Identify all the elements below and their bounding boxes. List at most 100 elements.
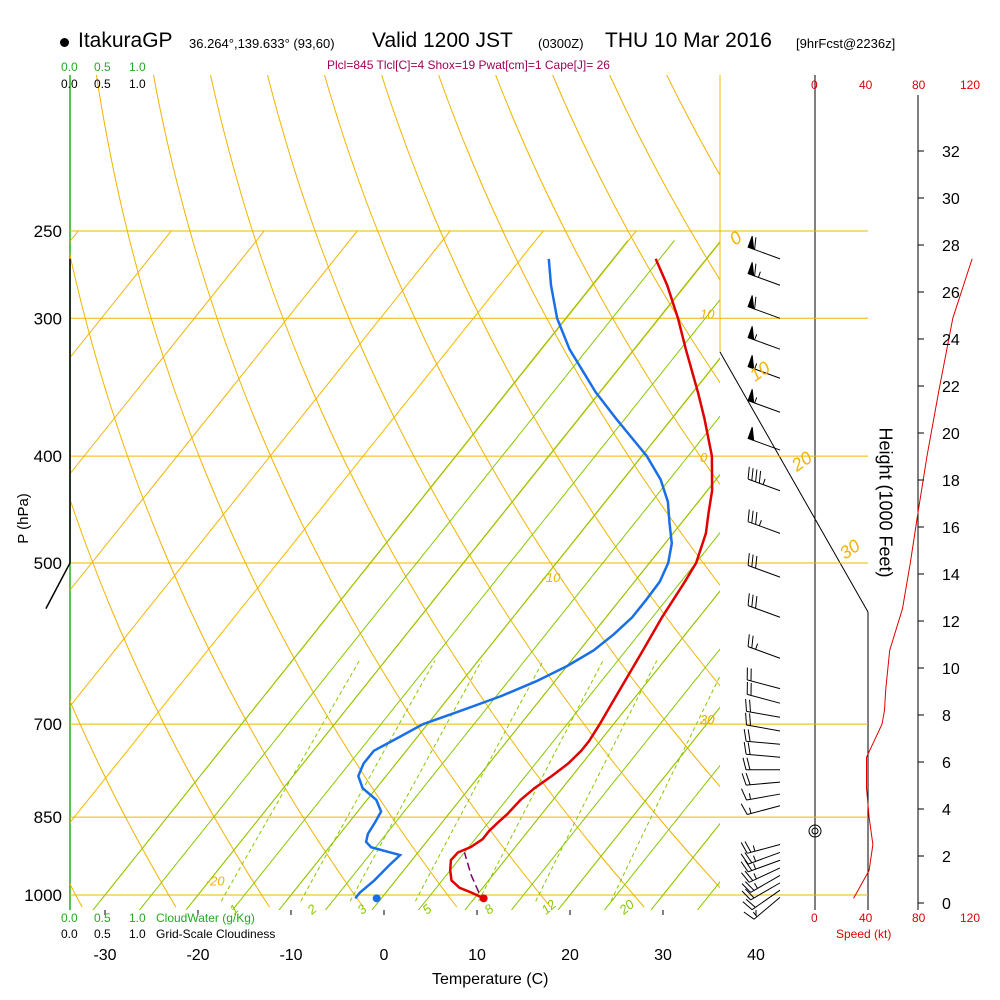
temperature-profile xyxy=(448,258,714,900)
pressure-tick-700: 700 xyxy=(34,715,62,734)
speed-scale-top-0: 0 xyxy=(811,78,818,92)
wind-barb-shaft-25 xyxy=(741,867,781,883)
height-tick-24: 24 xyxy=(942,332,960,349)
isotherm--50 xyxy=(70,230,451,708)
wind-barb-8 xyxy=(747,509,781,534)
mixing-ratio-12 xyxy=(535,660,658,902)
valid-time: Valid 1200 JST xyxy=(372,29,513,52)
calm-marker-outer xyxy=(808,824,822,838)
cloudwater-scale-top-0: 0.0 xyxy=(61,60,78,74)
wind-barb-shaft-7 xyxy=(747,466,781,492)
height-tick-14: 14 xyxy=(942,567,960,584)
wind-barb-22 xyxy=(740,841,781,854)
speed-scale-top-2: 80 xyxy=(912,78,926,92)
wind-barb-shaft-1 xyxy=(747,262,781,286)
wind-barb-shaft-3 xyxy=(747,326,781,350)
dry-adiabat-370 xyxy=(609,75,720,281)
isotherm-label-0: 0 xyxy=(700,450,708,465)
moist-adiabat--5 xyxy=(324,415,720,910)
moist-adiabat-5 xyxy=(417,531,720,910)
pressure-tick-1000: 1000 xyxy=(24,886,62,905)
pressure-tick-400: 400 xyxy=(34,447,62,466)
wind-barb-1 xyxy=(747,262,781,286)
moist-adiabat-10 xyxy=(464,590,720,910)
cloudiness-scale-bottom-2: 1.0 xyxy=(129,927,146,941)
wind-barb-2 xyxy=(747,295,781,319)
wind-barb-shaft-16 xyxy=(743,729,781,745)
cloudiness-profile xyxy=(45,258,71,609)
speed-scale-bottom-2: 80 xyxy=(912,911,926,925)
height-tick-22: 22 xyxy=(942,379,960,396)
wind-barb-shaft-15 xyxy=(745,712,781,732)
height-tick-0: 0 xyxy=(942,896,951,913)
wind-barb-14 xyxy=(745,698,781,718)
wind-barb-shaft-22 xyxy=(740,841,781,854)
wind-barb-shaft-5 xyxy=(747,389,781,413)
wind-barb-11 xyxy=(747,634,781,659)
wind-barb-7 xyxy=(747,466,781,492)
temperature-axis-label: Temperature (C) xyxy=(432,971,549,988)
dry-adiabat-330 xyxy=(381,75,720,687)
wind-barb-24 xyxy=(740,859,781,873)
dry-adiabat-310 xyxy=(267,75,720,889)
x-tick-20: 20 xyxy=(561,947,579,964)
height-tick-32: 32 xyxy=(942,144,960,161)
x-tick-10: 10 xyxy=(468,947,486,964)
wind-barb-shaft-19 xyxy=(741,772,781,786)
wind-barb-23 xyxy=(740,851,781,865)
x-tick--10: -10 xyxy=(279,947,302,964)
height-tick-16: 16 xyxy=(942,520,960,537)
cloudiness-label: Grid-Scale Cloudiness xyxy=(156,927,276,941)
wind-barb-shaft-10 xyxy=(747,593,781,618)
dry-adiabat-320 xyxy=(324,75,720,788)
cloudwater-scale-bottom-1: 0.5 xyxy=(94,911,111,925)
height-tick-26: 26 xyxy=(942,285,960,302)
isotherm--70 xyxy=(70,230,265,475)
height-tick-6: 6 xyxy=(942,755,951,772)
isotherm--40 xyxy=(70,230,544,824)
moist-adiabat--20 xyxy=(185,240,720,910)
moist-adiabat-label-20: 20 xyxy=(787,447,816,475)
dry-adiabat-340 xyxy=(438,75,720,586)
wind-barb-10 xyxy=(747,593,781,618)
moist-adiabat--10 xyxy=(278,357,720,910)
moist-adiabat-label-30: 30 xyxy=(836,535,864,563)
mixing-ratio-20 xyxy=(610,674,720,902)
calm-marker-inner xyxy=(811,827,819,835)
mixing-ratio-label-2: 2 xyxy=(304,901,321,918)
wind-barb-4 xyxy=(747,355,781,379)
dry-adiabat-280 xyxy=(95,75,458,908)
forecast-tag: [9hrFcst@2236z] xyxy=(796,36,896,51)
moist-adiabat-0 xyxy=(371,473,720,910)
pressure-tick-500: 500 xyxy=(34,554,62,573)
mixing-ratio-3 xyxy=(349,660,483,902)
wind-speed-profile xyxy=(853,258,973,899)
cloudiness-scale-top-2: 1.0 xyxy=(129,77,146,91)
wind-barb-13 xyxy=(746,681,781,704)
wind-barb-15 xyxy=(745,712,781,732)
logo-dot-icon xyxy=(60,38,69,47)
station-coords: 36.264°,139.633° (93,60) xyxy=(189,36,335,51)
valid-date: THU 10 Mar 2016 xyxy=(605,29,772,52)
dry-adiabat-290 xyxy=(153,75,551,908)
isotherm-10 xyxy=(471,590,720,902)
wind-barb-29 xyxy=(743,897,781,920)
wind-barb-18 xyxy=(742,757,781,771)
height-tick-4: 4 xyxy=(942,802,951,819)
x-tick-30: 30 xyxy=(654,947,672,964)
wind-barb-shaft-8 xyxy=(747,509,781,534)
wind-barb-17 xyxy=(743,741,781,758)
speed-scale-top-3: 120 xyxy=(960,78,981,92)
height-tick-20: 20 xyxy=(942,426,960,443)
wind-barb-shaft-20 xyxy=(741,788,781,801)
moist-adiabat--25 xyxy=(138,240,675,910)
isotherm-label-30: 30 xyxy=(700,712,715,727)
mixing-ratio-5 xyxy=(414,660,544,902)
parcel-path xyxy=(463,852,480,893)
height-tick-28: 28 xyxy=(942,238,960,255)
dewpoint-profile xyxy=(354,258,674,900)
cloudwater-scale-bottom-0: 0.0 xyxy=(61,911,78,925)
speed-axis-label: Speed (kt) xyxy=(836,927,892,941)
speed-scale-bottom-1: 40 xyxy=(859,911,873,925)
